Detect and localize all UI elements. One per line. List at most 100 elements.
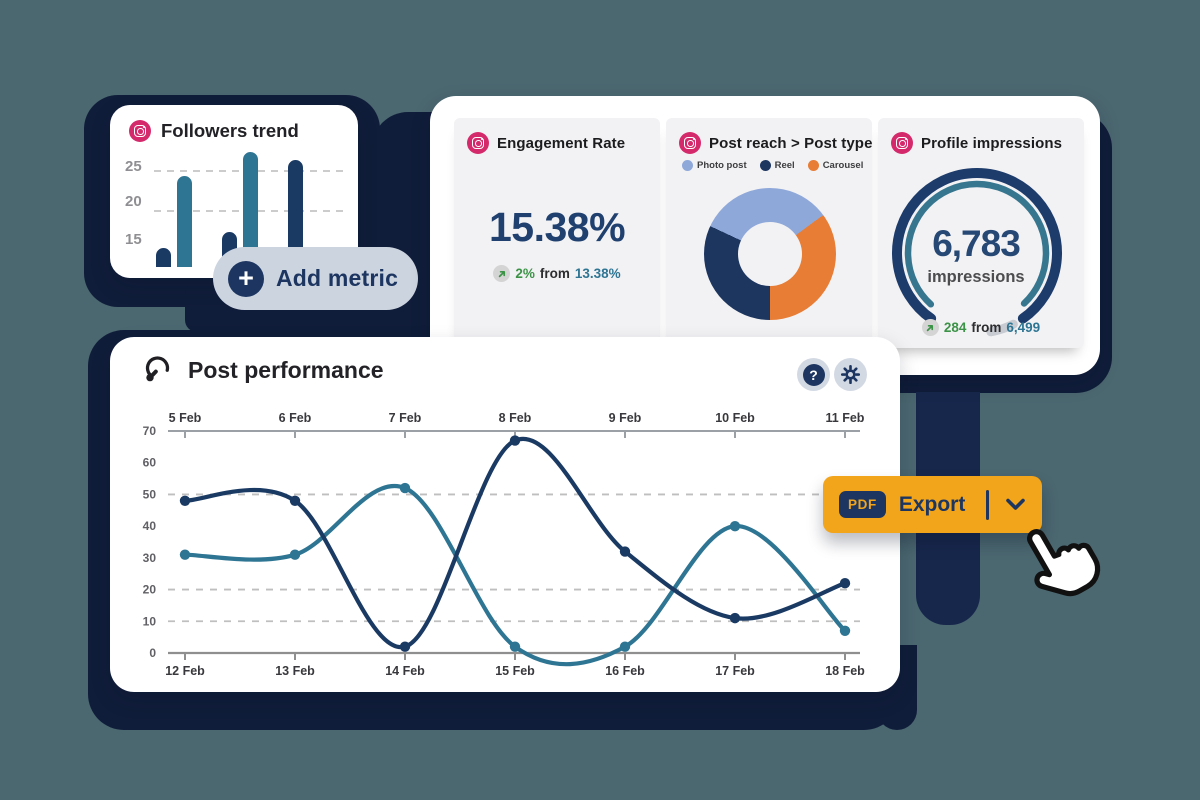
- y-tick-label: 15: [125, 231, 142, 248]
- legend-label: Carousel: [822, 160, 864, 171]
- bar-teal: [177, 175, 192, 267]
- point-series-navy: [179, 495, 191, 506]
- y-tick-label: 25: [125, 158, 142, 175]
- point-series-teal: [729, 520, 741, 532]
- card-title: Engagement Rate: [497, 134, 626, 152]
- legend-item: Photo post: [682, 160, 747, 171]
- help-button[interactable]: ?: [797, 358, 830, 391]
- followers-card-header: Followers trend: [110, 105, 358, 142]
- point-series-teal: [509, 641, 521, 652]
- engagement-rate-value: 15.38%: [488, 204, 626, 250]
- gauge-arc-inner-teal: [904, 180, 1050, 308]
- point-series-navy: [289, 495, 301, 506]
- point-series-navy: [399, 641, 411, 652]
- svg-text:10: 10: [143, 614, 157, 628]
- export-dropdown-toggle[interactable]: [1005, 498, 1026, 511]
- profile-impressions-card: Profile impressions 6,783 impressions 28…: [878, 118, 1084, 348]
- svg-text:30: 30: [143, 551, 157, 565]
- pdf-badge: PDF: [839, 491, 886, 518]
- gear-icon: [840, 364, 861, 385]
- add-metric-button[interactable]: + Add metric: [213, 247, 418, 310]
- svg-text:40: 40: [143, 519, 157, 533]
- svg-text:12 Feb: 12 Feb: [165, 664, 205, 678]
- instagram-icon: [891, 132, 913, 154]
- instagram-icon: [467, 132, 489, 154]
- svg-text:9 Feb: 9 Feb: [609, 411, 642, 425]
- point-series-teal: [179, 549, 191, 560]
- engagement-delta-row: 2% from 13.38%: [454, 265, 660, 282]
- point-series-teal: [289, 549, 301, 560]
- svg-text:5 Feb: 5 Feb: [169, 411, 202, 425]
- gauge-arc-outer-navy: [892, 168, 1062, 324]
- impressions-unit: impressions: [927, 268, 1025, 286]
- legend-dot: [807, 160, 819, 171]
- gauge-arc-remainder-gray: [986, 319, 1018, 337]
- svg-text:6 Feb: 6 Feb: [279, 411, 312, 425]
- svg-text:17 Feb: 17 Feb: [715, 664, 755, 678]
- instagram-icon: [129, 120, 151, 142]
- y-tick-label: 20: [125, 193, 142, 210]
- divider: [986, 489, 989, 520]
- legend-label: Reel: [774, 160, 795, 171]
- previous-value: 13.38%: [574, 266, 621, 281]
- svg-text:0: 0: [149, 646, 156, 660]
- svg-text:15 Feb: 15 Feb: [495, 664, 535, 678]
- impressions-delta-row: 284 from 6,499: [878, 319, 1084, 336]
- point-series-navy: [619, 546, 631, 557]
- trend-up-icon: [493, 265, 511, 282]
- trend-up-icon: [921, 319, 939, 336]
- question-mark-icon: ?: [802, 363, 825, 386]
- card-title: Profile impressions: [921, 134, 1063, 152]
- engagement-rate-card: Engagement Rate 15.38% 2% from 13.38%: [454, 118, 660, 348]
- legend-item: Carousel: [807, 160, 864, 171]
- svg-text:60: 60: [143, 456, 157, 470]
- stats-panel: Engagement Rate 15.38% 2% from 13.38% Po…: [430, 96, 1100, 375]
- delta-value: 284: [943, 320, 967, 335]
- point-series-teal: [619, 641, 631, 652]
- svg-text:11 Feb: 11 Feb: [826, 411, 865, 425]
- gauge-chart: [892, 168, 1062, 337]
- chevron-down-icon: [1006, 498, 1025, 510]
- settings-button[interactable]: [834, 358, 867, 391]
- performance-header: Post performance: [141, 354, 384, 386]
- point-series-teal: [839, 625, 851, 636]
- speedometer-icon: [145, 356, 170, 382]
- export-button[interactable]: PDF Export: [823, 476, 1042, 533]
- point-series-navy: [729, 612, 741, 624]
- bar-teal: [243, 151, 258, 267]
- line-chart: 5 Feb 6 Feb 7 Feb 8 Feb 9 Feb 10 Feb 11 Feb 12 …: [143, 411, 866, 678]
- point-series-teal: [399, 482, 411, 494]
- svg-text:14 Feb: 14 Feb: [385, 664, 425, 678]
- post-performance-card: 5 Feb 6 Feb 7 Feb 8 Feb 9 Feb 10 Feb 11 Feb 12 …: [110, 337, 900, 692]
- bar-navy: [288, 159, 303, 267]
- card-header: Engagement Rate: [454, 118, 660, 154]
- svg-text:20: 20: [143, 583, 157, 597]
- instagram-icon: [679, 132, 701, 154]
- svg-text:18 Feb: 18 Feb: [825, 664, 865, 678]
- card-header: Profile impressions: [878, 118, 1084, 154]
- impressions-value: 6,783: [932, 223, 1021, 264]
- svg-text:13 Feb: 13 Feb: [275, 664, 315, 678]
- line-series-navy: [182, 436, 848, 649]
- post-reach-card: Post reach > Post type Photo post Reel C…: [666, 118, 872, 348]
- svg-text:10 Feb: 10 Feb: [715, 411, 755, 425]
- card-header: Post reach > Post type: [666, 118, 872, 154]
- svg-text:50: 50: [143, 487, 157, 501]
- export-label: Export: [898, 492, 966, 516]
- legend-dot: [759, 160, 771, 171]
- add-metric-label: Add metric: [276, 265, 399, 291]
- followers-card-title: Followers trend: [161, 120, 299, 141]
- delta-value: 2%: [515, 266, 535, 281]
- svg-text:70: 70: [143, 424, 157, 438]
- bar-navy: [156, 247, 171, 267]
- point-series-navy: [839, 578, 851, 589]
- hand-cursor-icon: [1027, 529, 1101, 597]
- svg-text:8 Feb: 8 Feb: [499, 411, 532, 425]
- previous-value: 6,499: [1006, 320, 1041, 335]
- point-series-navy: [509, 435, 521, 446]
- legend-item: Reel: [759, 160, 795, 171]
- donut-chart: [704, 188, 836, 320]
- card-title: Post reach > Post type: [709, 134, 873, 152]
- donut-legend: Photo post Reel Carousel: [682, 160, 866, 171]
- legend-dot: [682, 160, 693, 171]
